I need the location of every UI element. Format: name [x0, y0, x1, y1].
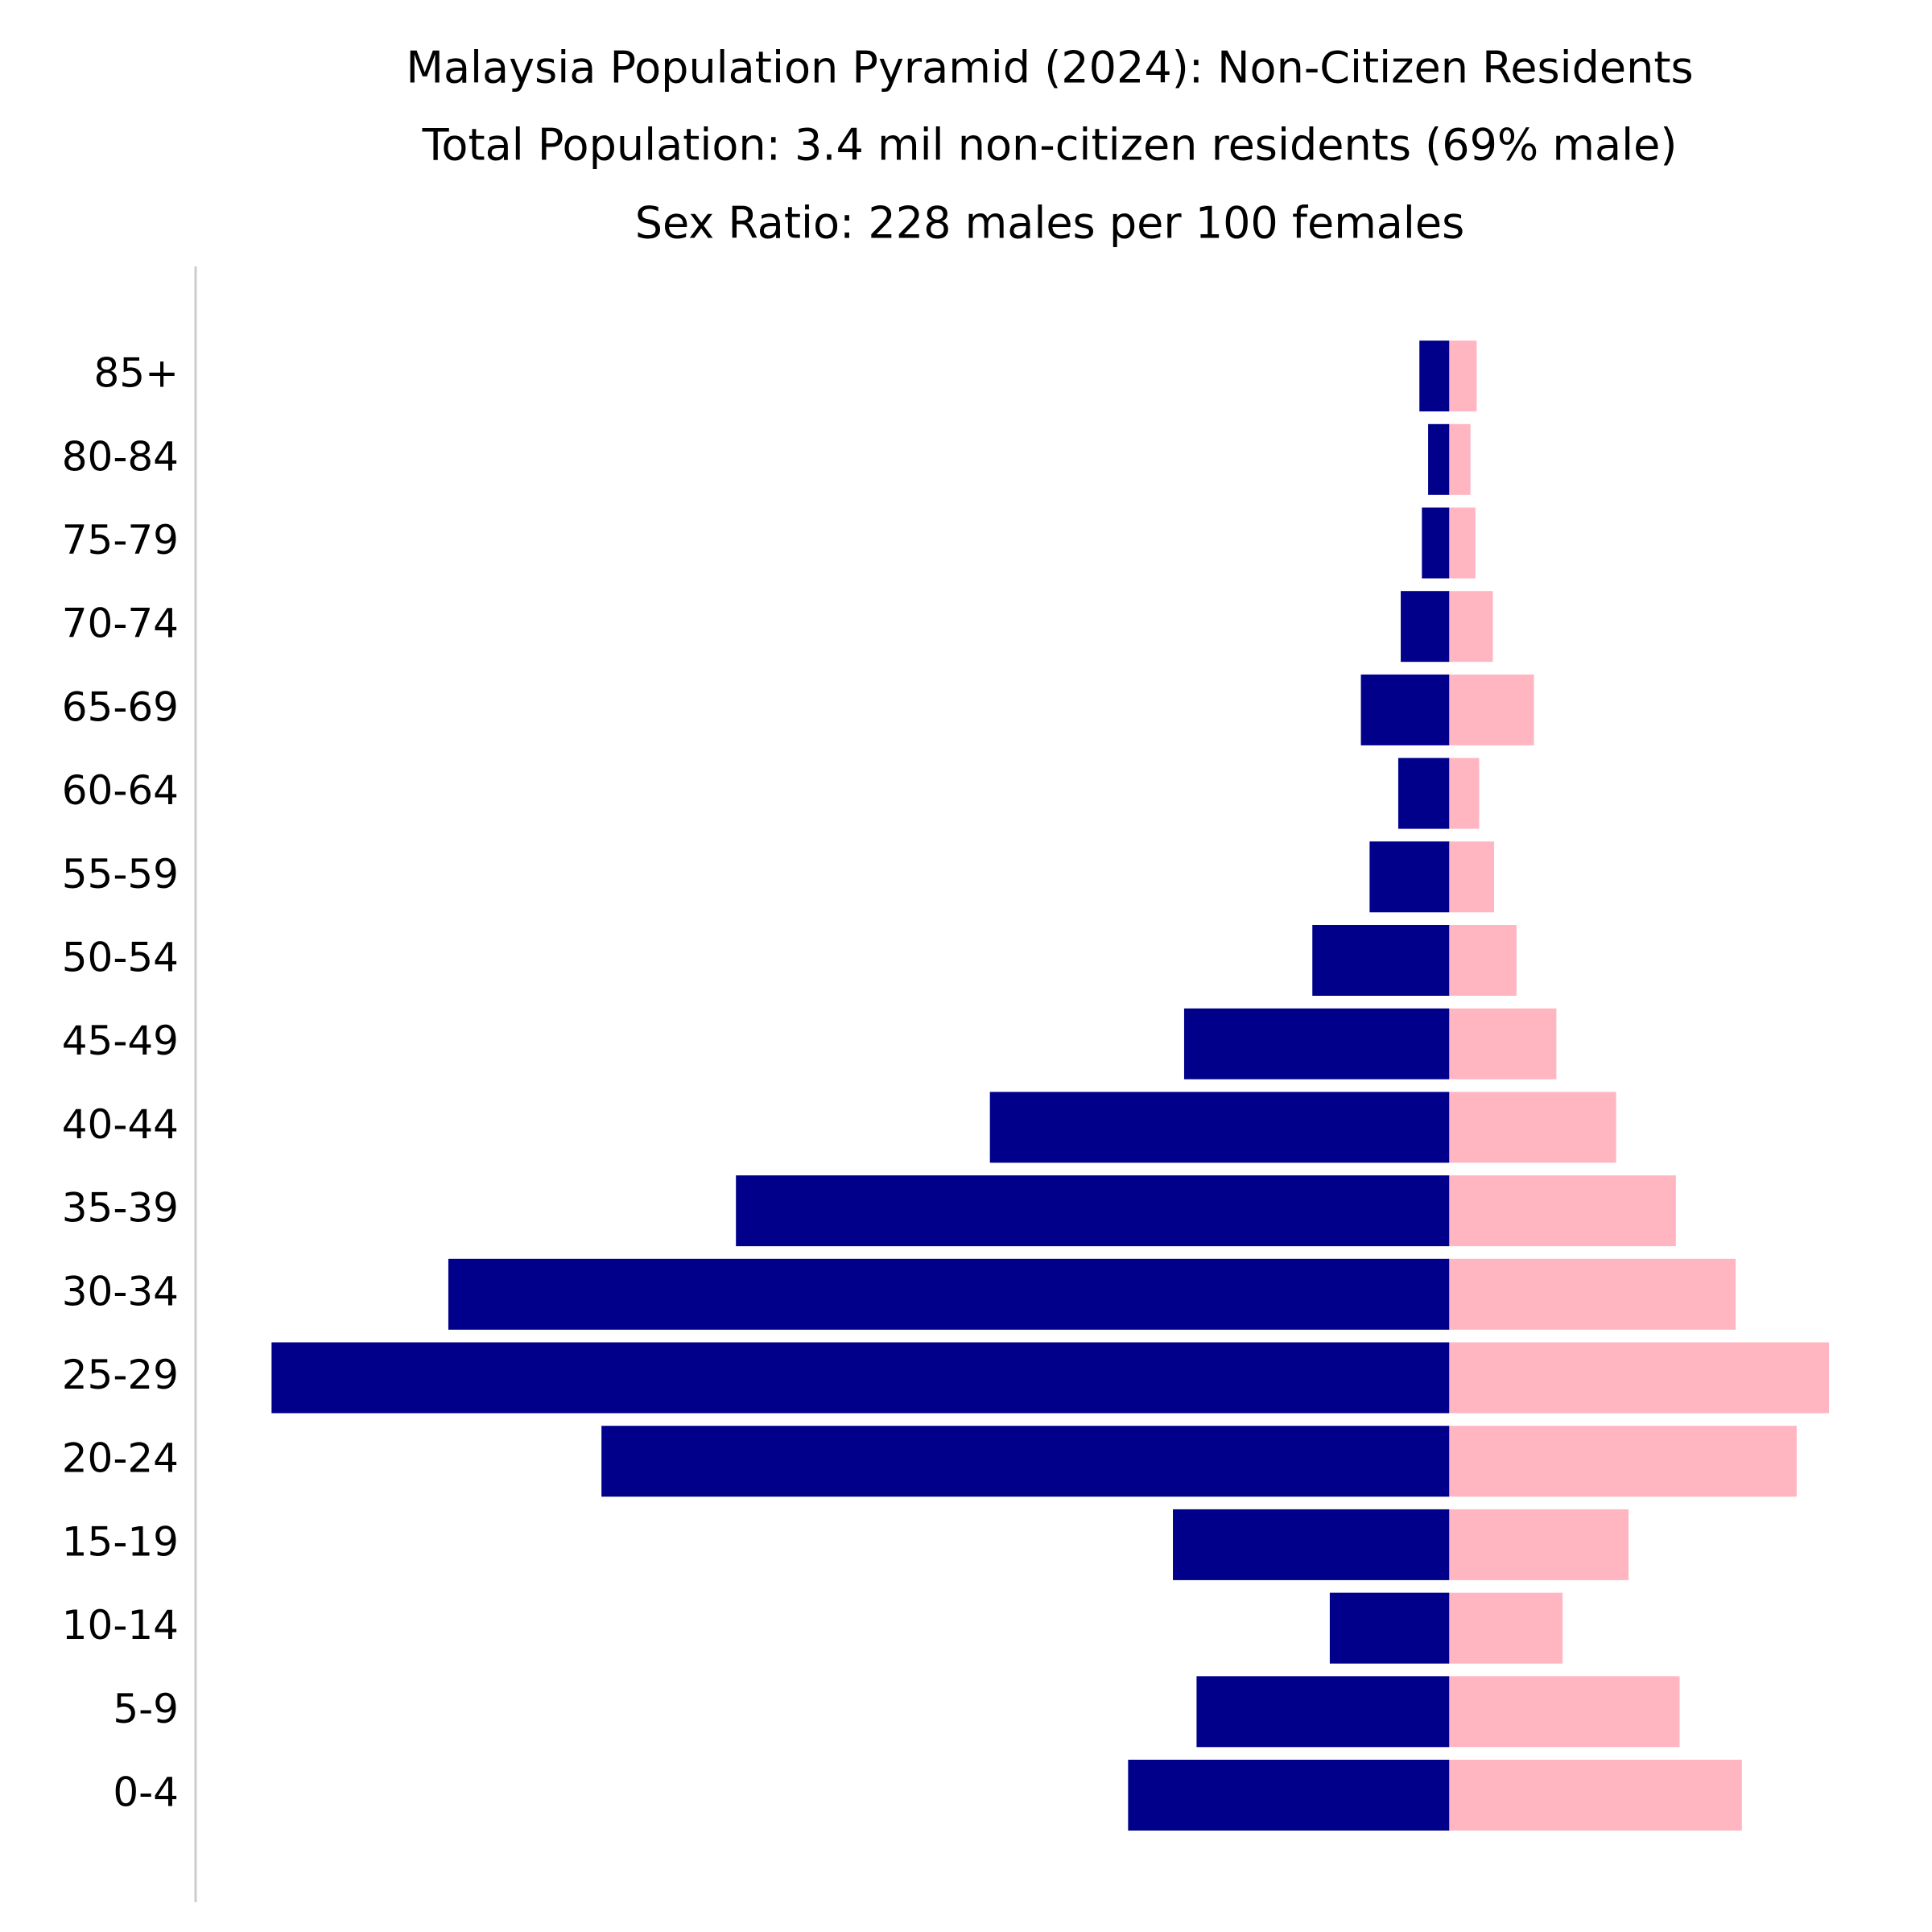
- bar: [1449, 674, 1534, 745]
- chart-subtitle: Sex Ratio: 228 males per 100 females: [635, 198, 1465, 249]
- y-tick-label: 30-34: [62, 1268, 179, 1315]
- bar: [1449, 1342, 1830, 1414]
- bar: [1428, 423, 1450, 495]
- bar: [1128, 1760, 1450, 1831]
- bar: [1449, 423, 1471, 495]
- bar: [601, 1426, 1450, 1497]
- bar: [1329, 1592, 1450, 1664]
- bar: [1449, 1760, 1742, 1831]
- y-tick-label: 80-84: [62, 433, 179, 480]
- y-tick-label: 50-54: [62, 935, 179, 981]
- y-tick-label: 15-19: [62, 1518, 179, 1565]
- y-tick-label: 0-4: [113, 1769, 179, 1816]
- bar: [1449, 1258, 1736, 1330]
- y-tick-label: 35-39: [62, 1185, 179, 1232]
- y-tick-label: 40-44: [62, 1101, 179, 1148]
- bar: [1449, 1592, 1563, 1664]
- bar: [1397, 758, 1450, 829]
- y-tick-label: 85+: [93, 350, 179, 397]
- y-tick-label: 45-49: [62, 1018, 179, 1064]
- bar: [1449, 1509, 1629, 1580]
- bar: [1449, 1092, 1616, 1163]
- bar: [1449, 1008, 1557, 1080]
- bar: [1173, 1509, 1450, 1580]
- y-tick-label: 25-29: [62, 1352, 179, 1398]
- y-tick-label: 55-59: [62, 851, 179, 898]
- y-tick-label: 65-69: [62, 683, 179, 730]
- bar: [1422, 507, 1450, 579]
- bar: [1449, 1676, 1680, 1748]
- y-tick-label: 10-14: [62, 1602, 179, 1649]
- bar: [1449, 1175, 1676, 1247]
- chart-subtitle: Total Population: 3.4 mil non-citizen re…: [422, 120, 1678, 171]
- bar: [1449, 758, 1480, 829]
- bar: [1312, 925, 1450, 996]
- bar: [1183, 1008, 1450, 1080]
- bar: [1449, 1426, 1797, 1497]
- bar: [1419, 341, 1450, 412]
- bar: [1196, 1676, 1450, 1748]
- bar: [1369, 841, 1450, 913]
- bar: [1449, 841, 1495, 913]
- y-tick-label: 20-24: [62, 1435, 179, 1482]
- y-tick-label: 70-74: [62, 601, 179, 647]
- y-tick-label: 5-9: [113, 1686, 179, 1732]
- y-tick-label: 75-79: [62, 517, 179, 564]
- bar: [1449, 591, 1493, 663]
- bar: [989, 1092, 1450, 1163]
- bar: [448, 1258, 1450, 1330]
- bar: [1449, 341, 1477, 412]
- bar: [1360, 674, 1450, 745]
- bar: [736, 1175, 1450, 1247]
- bar: [1449, 507, 1476, 579]
- bar: [1449, 925, 1517, 996]
- bar: [1401, 591, 1450, 663]
- y-tick-label: 60-64: [62, 767, 179, 814]
- bar: [271, 1342, 1450, 1414]
- chart-title: Malaysia Population Pyramid (2024): Non-…: [406, 43, 1693, 93]
